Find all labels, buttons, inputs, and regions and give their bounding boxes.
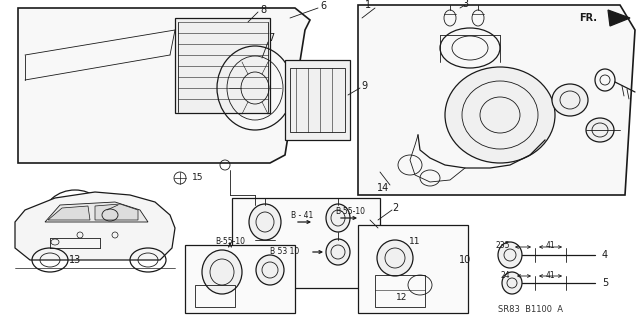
Text: 3: 3: [462, 0, 468, 9]
Text: 5: 5: [602, 278, 608, 288]
Ellipse shape: [445, 67, 555, 163]
Text: 7: 7: [268, 33, 274, 43]
Text: 14: 14: [377, 183, 389, 193]
Text: 2: 2: [392, 203, 398, 213]
Text: 41: 41: [545, 271, 555, 279]
Bar: [232, 198, 380, 288]
Ellipse shape: [256, 255, 284, 285]
Bar: [290, 68, 345, 132]
Bar: [175, 18, 270, 113]
Text: B 53 10: B 53 10: [270, 248, 300, 256]
Text: SR83  B1100  A: SR83 B1100 A: [497, 306, 563, 315]
Polygon shape: [608, 10, 630, 26]
Text: 41: 41: [545, 241, 555, 250]
Ellipse shape: [552, 84, 588, 116]
Text: 8: 8: [260, 5, 266, 15]
Polygon shape: [48, 206, 90, 220]
Polygon shape: [18, 8, 310, 163]
Text: 9: 9: [361, 81, 367, 91]
Polygon shape: [95, 204, 138, 220]
Bar: [285, 60, 350, 140]
Text: 13: 13: [69, 255, 81, 265]
Text: 12: 12: [396, 293, 408, 302]
Ellipse shape: [326, 204, 350, 232]
Text: B-55-10: B-55-10: [215, 238, 245, 247]
Text: 6: 6: [320, 1, 326, 11]
Bar: [195, 285, 235, 307]
Text: 11: 11: [409, 238, 420, 247]
Bar: [185, 245, 295, 313]
Text: 15: 15: [192, 174, 204, 182]
Ellipse shape: [502, 272, 522, 294]
Text: 235: 235: [496, 241, 510, 250]
Text: 10: 10: [459, 255, 471, 265]
Ellipse shape: [586, 118, 614, 142]
Ellipse shape: [498, 242, 522, 268]
Ellipse shape: [202, 250, 242, 294]
Text: 24: 24: [500, 271, 510, 279]
Bar: [358, 225, 468, 313]
Text: B-55-10: B-55-10: [335, 206, 365, 216]
Polygon shape: [45, 202, 148, 222]
Text: FR.: FR.: [579, 13, 597, 23]
Ellipse shape: [249, 204, 281, 240]
Text: 1: 1: [365, 0, 371, 10]
Text: B - 41: B - 41: [291, 211, 313, 219]
Polygon shape: [15, 192, 175, 260]
Text: 4: 4: [602, 250, 608, 260]
Bar: [375, 275, 425, 307]
Ellipse shape: [377, 240, 413, 276]
Ellipse shape: [326, 239, 350, 265]
Polygon shape: [358, 5, 635, 195]
